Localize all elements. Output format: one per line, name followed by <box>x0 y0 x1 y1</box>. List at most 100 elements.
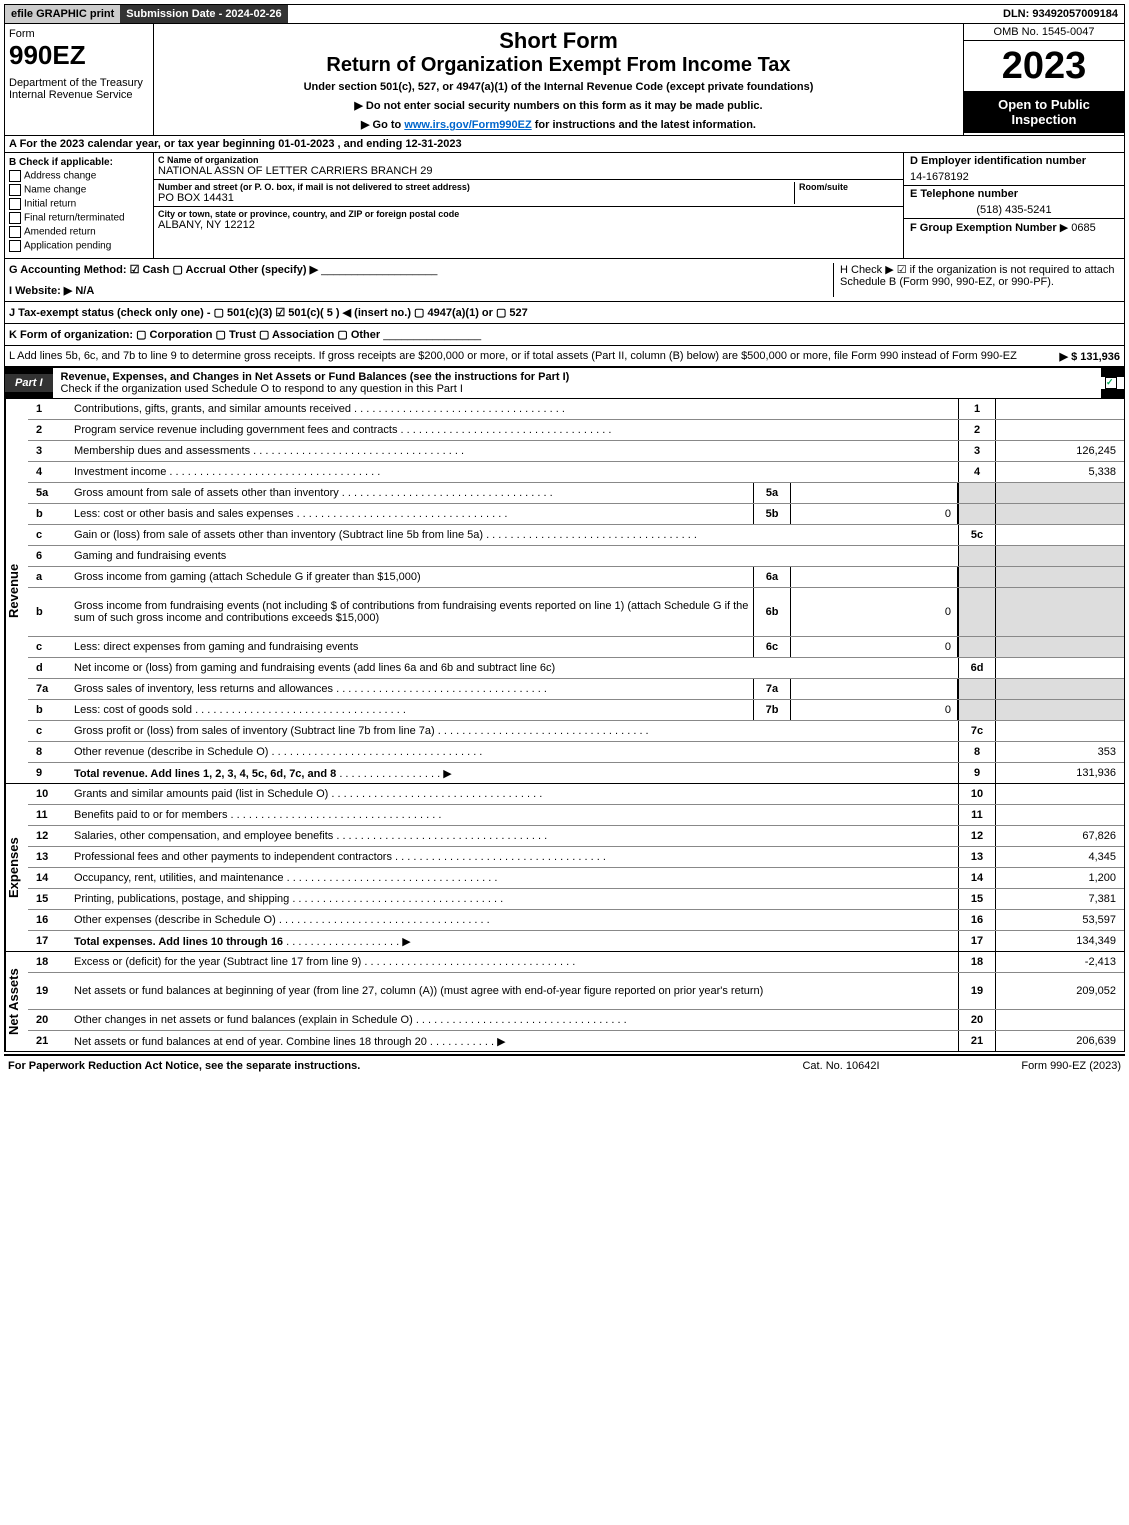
chk-application-pending[interactable]: Application pending <box>9 240 149 252</box>
footer-notice: For Paperwork Reduction Act Notice, see … <box>8 1060 741 1072</box>
part-1-title: Revenue, Expenses, and Changes in Net As… <box>53 368 1101 398</box>
f-label: F Group Exemption Number <box>910 222 1057 234</box>
line-19-desc: Net assets or fund balances at beginning… <box>70 983 958 999</box>
section-k: K Form of organization: ▢ Corporation ▢ … <box>4 324 1125 346</box>
chk-amended-return[interactable]: Amended return <box>9 226 149 238</box>
section-gh: G Accounting Method: ☑ Cash ▢ Accrual Ot… <box>4 259 1125 302</box>
line-8-amt: 353 <box>996 742 1124 762</box>
note-link-post: for instructions and the latest informat… <box>532 119 756 131</box>
note-ssn: ▶ Do not enter social security numbers o… <box>158 99 959 112</box>
footer-catalog: Cat. No. 10642I <box>741 1060 941 1072</box>
line-6b-desc: Gross income from fundraising events (no… <box>70 598 753 626</box>
website-line: I Website: ▶ N/A <box>9 284 833 297</box>
line-10-amt <box>996 784 1124 804</box>
chk-initial-return[interactable]: Initial return <box>9 198 149 210</box>
part-1-header: Part I Revenue, Expenses, and Changes in… <box>4 367 1125 399</box>
line-21-amt: 206,639 <box>996 1031 1124 1051</box>
efile-print-button[interactable]: efile GRAPHIC print <box>5 5 120 23</box>
line-13-amt: 4,345 <box>996 847 1124 867</box>
line-5b-val: 0 <box>791 504 958 524</box>
header-center: Short Form Return of Organization Exempt… <box>154 24 963 135</box>
line-4-desc: Investment income <box>70 464 958 480</box>
line-5c-amt <box>996 525 1124 545</box>
line-2-amt <box>996 420 1124 440</box>
expenses-section: Expenses 10Grants and similar amounts pa… <box>4 784 1125 952</box>
line-15-desc: Printing, publications, postage, and shi… <box>70 891 958 907</box>
net-assets-side-label: Net Assets <box>5 952 28 1051</box>
line-5a-val <box>791 483 958 503</box>
line-18-desc: Excess or (deficit) for the year (Subtra… <box>70 954 958 970</box>
section-h: H Check ▶ ☑ if the organization is not r… <box>833 263 1120 297</box>
section-c: C Name of organization NATIONAL ASSN OF … <box>154 153 903 258</box>
line-16-amt: 53,597 <box>996 910 1124 930</box>
line-20-amt <box>996 1010 1124 1030</box>
line-12-amt: 67,826 <box>996 826 1124 846</box>
form-word: Form <box>9 28 149 40</box>
chk-name-change[interactable]: Name change <box>9 184 149 196</box>
line-11-desc: Benefits paid to or for members <box>70 807 958 823</box>
line-20-desc: Other changes in net assets or fund bala… <box>70 1012 958 1028</box>
c-street-label: Number and street (or P. O. box, if mail… <box>158 182 794 192</box>
dln-label: DLN: 93492057009184 <box>997 5 1124 23</box>
line-6c-val: 0 <box>791 637 958 657</box>
page-footer: For Paperwork Reduction Act Notice, see … <box>4 1054 1125 1076</box>
line-7b-desc: Less: cost of goods sold <box>70 702 753 718</box>
f-value: ▶ 0685 <box>1060 222 1096 234</box>
omb-number: OMB No. 1545-0047 <box>964 24 1124 41</box>
revenue-side-label: Revenue <box>5 399 28 783</box>
expenses-side-label: Expenses <box>5 784 28 951</box>
line-5b-desc: Less: cost or other basis and sales expe… <box>70 506 753 522</box>
form-title: Return of Organization Exempt From Incom… <box>158 54 959 77</box>
irs-link[interactable]: www.irs.gov/Form990EZ <box>404 119 531 131</box>
phone-value: (518) 435-5241 <box>904 202 1124 219</box>
line-3-amt: 126,245 <box>996 441 1124 461</box>
line-6-desc: Gaming and fundraising events <box>70 548 958 564</box>
line-5c-desc: Gain or (loss) from sale of assets other… <box>70 527 958 543</box>
accounting-method: G Accounting Method: ☑ Cash ▢ Accrual Ot… <box>9 263 833 276</box>
line-7a-val <box>791 679 958 699</box>
c-city-label: City or town, state or province, country… <box>158 209 899 219</box>
line-6d-desc: Net income or (loss) from gaming and fun… <box>70 660 958 676</box>
line-6b-val: 0 <box>791 588 958 636</box>
footer-form-ref: Form 990-EZ (2023) <box>941 1060 1121 1072</box>
part-1-checkbox[interactable] <box>1101 377 1124 389</box>
line-16-desc: Other expenses (describe in Schedule O) <box>70 912 958 928</box>
line-6a-desc: Gross income from gaming (attach Schedul… <box>70 569 753 585</box>
part-1-tag: Part I <box>5 374 53 392</box>
e-label: E Telephone number <box>904 186 1124 202</box>
ein-value: 14-1678192 <box>904 169 1124 186</box>
org-name: NATIONAL ASSN OF LETTER CARRIERS BRANCH … <box>158 165 899 177</box>
line-9-amt: 131,936 <box>996 763 1124 783</box>
c-name-label: C Name of organization <box>158 155 899 165</box>
open-to-public: Open to Public Inspection <box>964 91 1124 133</box>
tax-year: 2023 <box>964 41 1124 91</box>
line-7c-amt <box>996 721 1124 741</box>
line-11-amt <box>996 805 1124 825</box>
line-6c-desc: Less: direct expenses from gaming and fu… <box>70 639 753 655</box>
line-7a-desc: Gross sales of inventory, less returns a… <box>70 681 753 697</box>
line-4-amt: 5,338 <box>996 462 1124 482</box>
form-number: 990EZ <box>9 40 149 71</box>
line-8-desc: Other revenue (describe in Schedule O) <box>70 744 958 760</box>
org-street: PO BOX 14431 <box>158 192 794 204</box>
submission-date-button[interactable]: Submission Date - 2024-02-26 <box>120 5 287 23</box>
form-subtitle: Under section 501(c), 527, or 4947(a)(1)… <box>158 81 959 93</box>
header-left: Form 990EZ Department of the Treasury In… <box>5 24 154 135</box>
chk-final-return[interactable]: Final return/terminated <box>9 212 149 224</box>
top-bar: efile GRAPHIC print Submission Date - 20… <box>4 4 1125 24</box>
org-city: ALBANY, NY 12212 <box>158 219 899 231</box>
b-header: B Check if applicable: <box>9 157 149 168</box>
chk-address-change[interactable]: Address change <box>9 170 149 182</box>
section-j: J Tax-exempt status (check only one) - ▢… <box>4 302 1125 324</box>
header-right: OMB No. 1545-0047 2023 Open to Public In… <box>963 24 1124 135</box>
line-14-desc: Occupancy, rent, utilities, and maintena… <box>70 870 958 886</box>
line-10-desc: Grants and similar amounts paid (list in… <box>70 786 958 802</box>
c-room-label: Room/suite <box>799 182 899 192</box>
section-b: B Check if applicable: Address change Na… <box>5 153 154 258</box>
revenue-section: Revenue 1Contributions, gifts, grants, a… <box>4 399 1125 784</box>
line-7c-desc: Gross profit or (loss) from sales of inv… <box>70 723 958 739</box>
line-18-amt: -2,413 <box>996 952 1124 972</box>
line-17-desc: Total expenses. Add lines 10 through 16 … <box>70 933 958 950</box>
l-amount: ▶ $ 131,936 <box>1060 350 1120 363</box>
line-6a-val <box>791 567 958 587</box>
